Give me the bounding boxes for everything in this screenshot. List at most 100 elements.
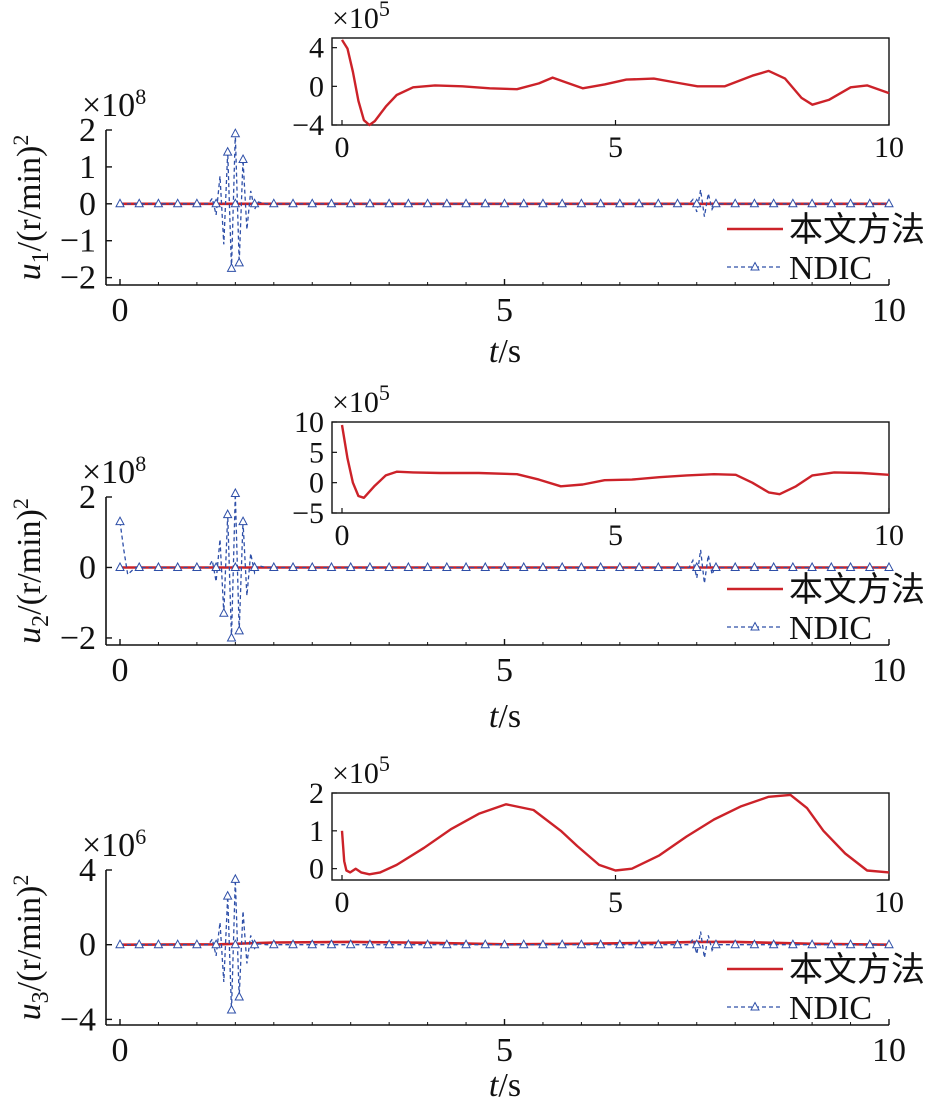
series-ndic-marker xyxy=(441,561,452,571)
series-ndic-marker xyxy=(218,607,229,617)
y-axis-label-sub: 1 xyxy=(28,251,54,263)
panel-u1: 210−1−20 5 10×108t/su1/(r/min)2本文方法NDIC40−… xyxy=(8,0,925,370)
panel-u2: 20−20 5 10×108t/su2/(r/min)2本文方法NDIC1050−5… xyxy=(8,380,925,735)
legend-ndic-label: NDIC xyxy=(789,990,872,1027)
series-ndic-marker xyxy=(595,939,606,949)
series-ndic-marker xyxy=(172,561,183,571)
series-ndic-marker xyxy=(384,939,394,949)
series-ndic-marker xyxy=(480,939,491,949)
legend-ndic-marker xyxy=(750,621,760,631)
series-ndic-marker xyxy=(788,198,798,208)
series-ndic-marker xyxy=(826,939,837,949)
series-ndic-marker xyxy=(230,873,241,883)
y-axis-label-sup: 2 xyxy=(8,875,33,886)
inset-multiplier-exp: 5 xyxy=(379,0,390,21)
series-ndic-marker xyxy=(153,939,164,949)
series-ndic-marker xyxy=(518,561,529,571)
inset-x-tick-label: 10 xyxy=(874,519,904,552)
series-ndic-marker xyxy=(538,561,548,571)
series-ndic-marker xyxy=(615,939,625,949)
series-ndic-line xyxy=(120,133,889,269)
main-multiplier: ×108 xyxy=(82,84,146,124)
y-axis-label: u2/(r/min)2 xyxy=(8,498,54,644)
series-ndic-marker xyxy=(672,198,683,208)
series-ndic-marker xyxy=(211,198,221,208)
y-tick-label: 1 xyxy=(79,149,96,186)
y-axis-label-sup: 2 xyxy=(8,135,33,146)
inset-multiplier: ×105 xyxy=(332,0,390,35)
x-axis-label: t/s xyxy=(489,698,521,735)
series-ndic-marker xyxy=(768,561,779,571)
x-tick-label: 5 xyxy=(496,292,513,329)
inset-y-tick-label: 1 xyxy=(309,815,324,848)
inset-y-tick-label: 0 xyxy=(309,467,324,500)
series-ndic-marker xyxy=(249,939,260,949)
series-ndic-marker xyxy=(230,561,241,571)
legend-method-label: 本文方法 xyxy=(789,571,925,609)
series-ndic-marker xyxy=(345,939,356,949)
series-ndic-marker xyxy=(365,939,375,949)
series-ndic-marker xyxy=(730,198,741,208)
y-axis-label-unit: /(r/min) xyxy=(11,146,48,252)
series-ndic-marker xyxy=(653,939,664,949)
series-ndic-marker xyxy=(826,198,837,208)
series-ndic-marker xyxy=(730,939,741,949)
series-ndic-marker xyxy=(807,561,817,571)
series-ndic-marker xyxy=(115,561,125,571)
series-ndic-marker xyxy=(249,561,260,571)
series-ndic-marker xyxy=(749,939,760,949)
legend-ndic-label: NDIC xyxy=(789,250,872,287)
series-ndic-marker xyxy=(222,890,233,900)
inset-series-method-line xyxy=(340,39,890,127)
inset-x-tick-label: 0 xyxy=(335,519,350,552)
series-ndic-marker xyxy=(499,561,510,571)
series-ndic-marker xyxy=(807,198,817,208)
series-ndic-marker xyxy=(499,939,510,949)
series-ndic-marker xyxy=(211,561,221,571)
series-ndic-marker xyxy=(461,561,471,571)
series-ndic-marker xyxy=(518,198,529,208)
series-ndic-marker xyxy=(326,561,337,571)
series-ndic-marker xyxy=(226,262,237,272)
series-ndic-marker xyxy=(192,561,202,571)
legend-ndic-marker xyxy=(750,1001,760,1011)
main-multiplier: ×106 xyxy=(82,824,146,864)
series-ndic-marker xyxy=(365,198,375,208)
series-ndic-marker xyxy=(845,939,856,949)
series-ndic-marker xyxy=(441,198,452,208)
series-ndic-marker xyxy=(461,939,471,949)
series-ndic-marker xyxy=(538,939,548,949)
inset-y-tick-label: 2 xyxy=(309,777,324,810)
series-ndic-marker xyxy=(749,198,760,208)
series-ndic-marker xyxy=(576,561,587,571)
series-ndic-marker xyxy=(226,632,237,642)
series-ndic-marker xyxy=(441,939,452,949)
series-ndic-marker xyxy=(499,198,510,208)
series-ndic-marker xyxy=(403,198,414,208)
inset-x-tick-label: 5 xyxy=(608,519,623,552)
series-ndic-marker xyxy=(884,561,894,571)
x-axis-label: t/s xyxy=(489,1067,521,1104)
x-tick-label: 0 xyxy=(112,292,129,329)
series-ndic-marker xyxy=(768,939,779,949)
main-multiplier-base: ×10 xyxy=(82,454,135,491)
main-multiplier-base: ×10 xyxy=(82,827,135,864)
inset-frame xyxy=(331,421,890,514)
series-ndic-marker xyxy=(226,1004,237,1014)
inset-y-tick-label: 0 xyxy=(309,70,324,103)
y-axis-label-sub: 3 xyxy=(28,991,54,1003)
series-ndic-marker xyxy=(422,198,433,208)
series-ndic-marker xyxy=(768,198,779,208)
inset-frame xyxy=(331,37,890,126)
legend-method-label: 本文方法 xyxy=(789,211,925,249)
series-ndic-marker xyxy=(230,939,241,949)
inset-y-tick-label: −4 xyxy=(292,109,324,142)
x-axis-label-var: t xyxy=(489,698,500,735)
series-ndic-marker xyxy=(480,198,491,208)
series-ndic-marker xyxy=(211,939,221,949)
inset-series-method-line xyxy=(340,424,890,499)
